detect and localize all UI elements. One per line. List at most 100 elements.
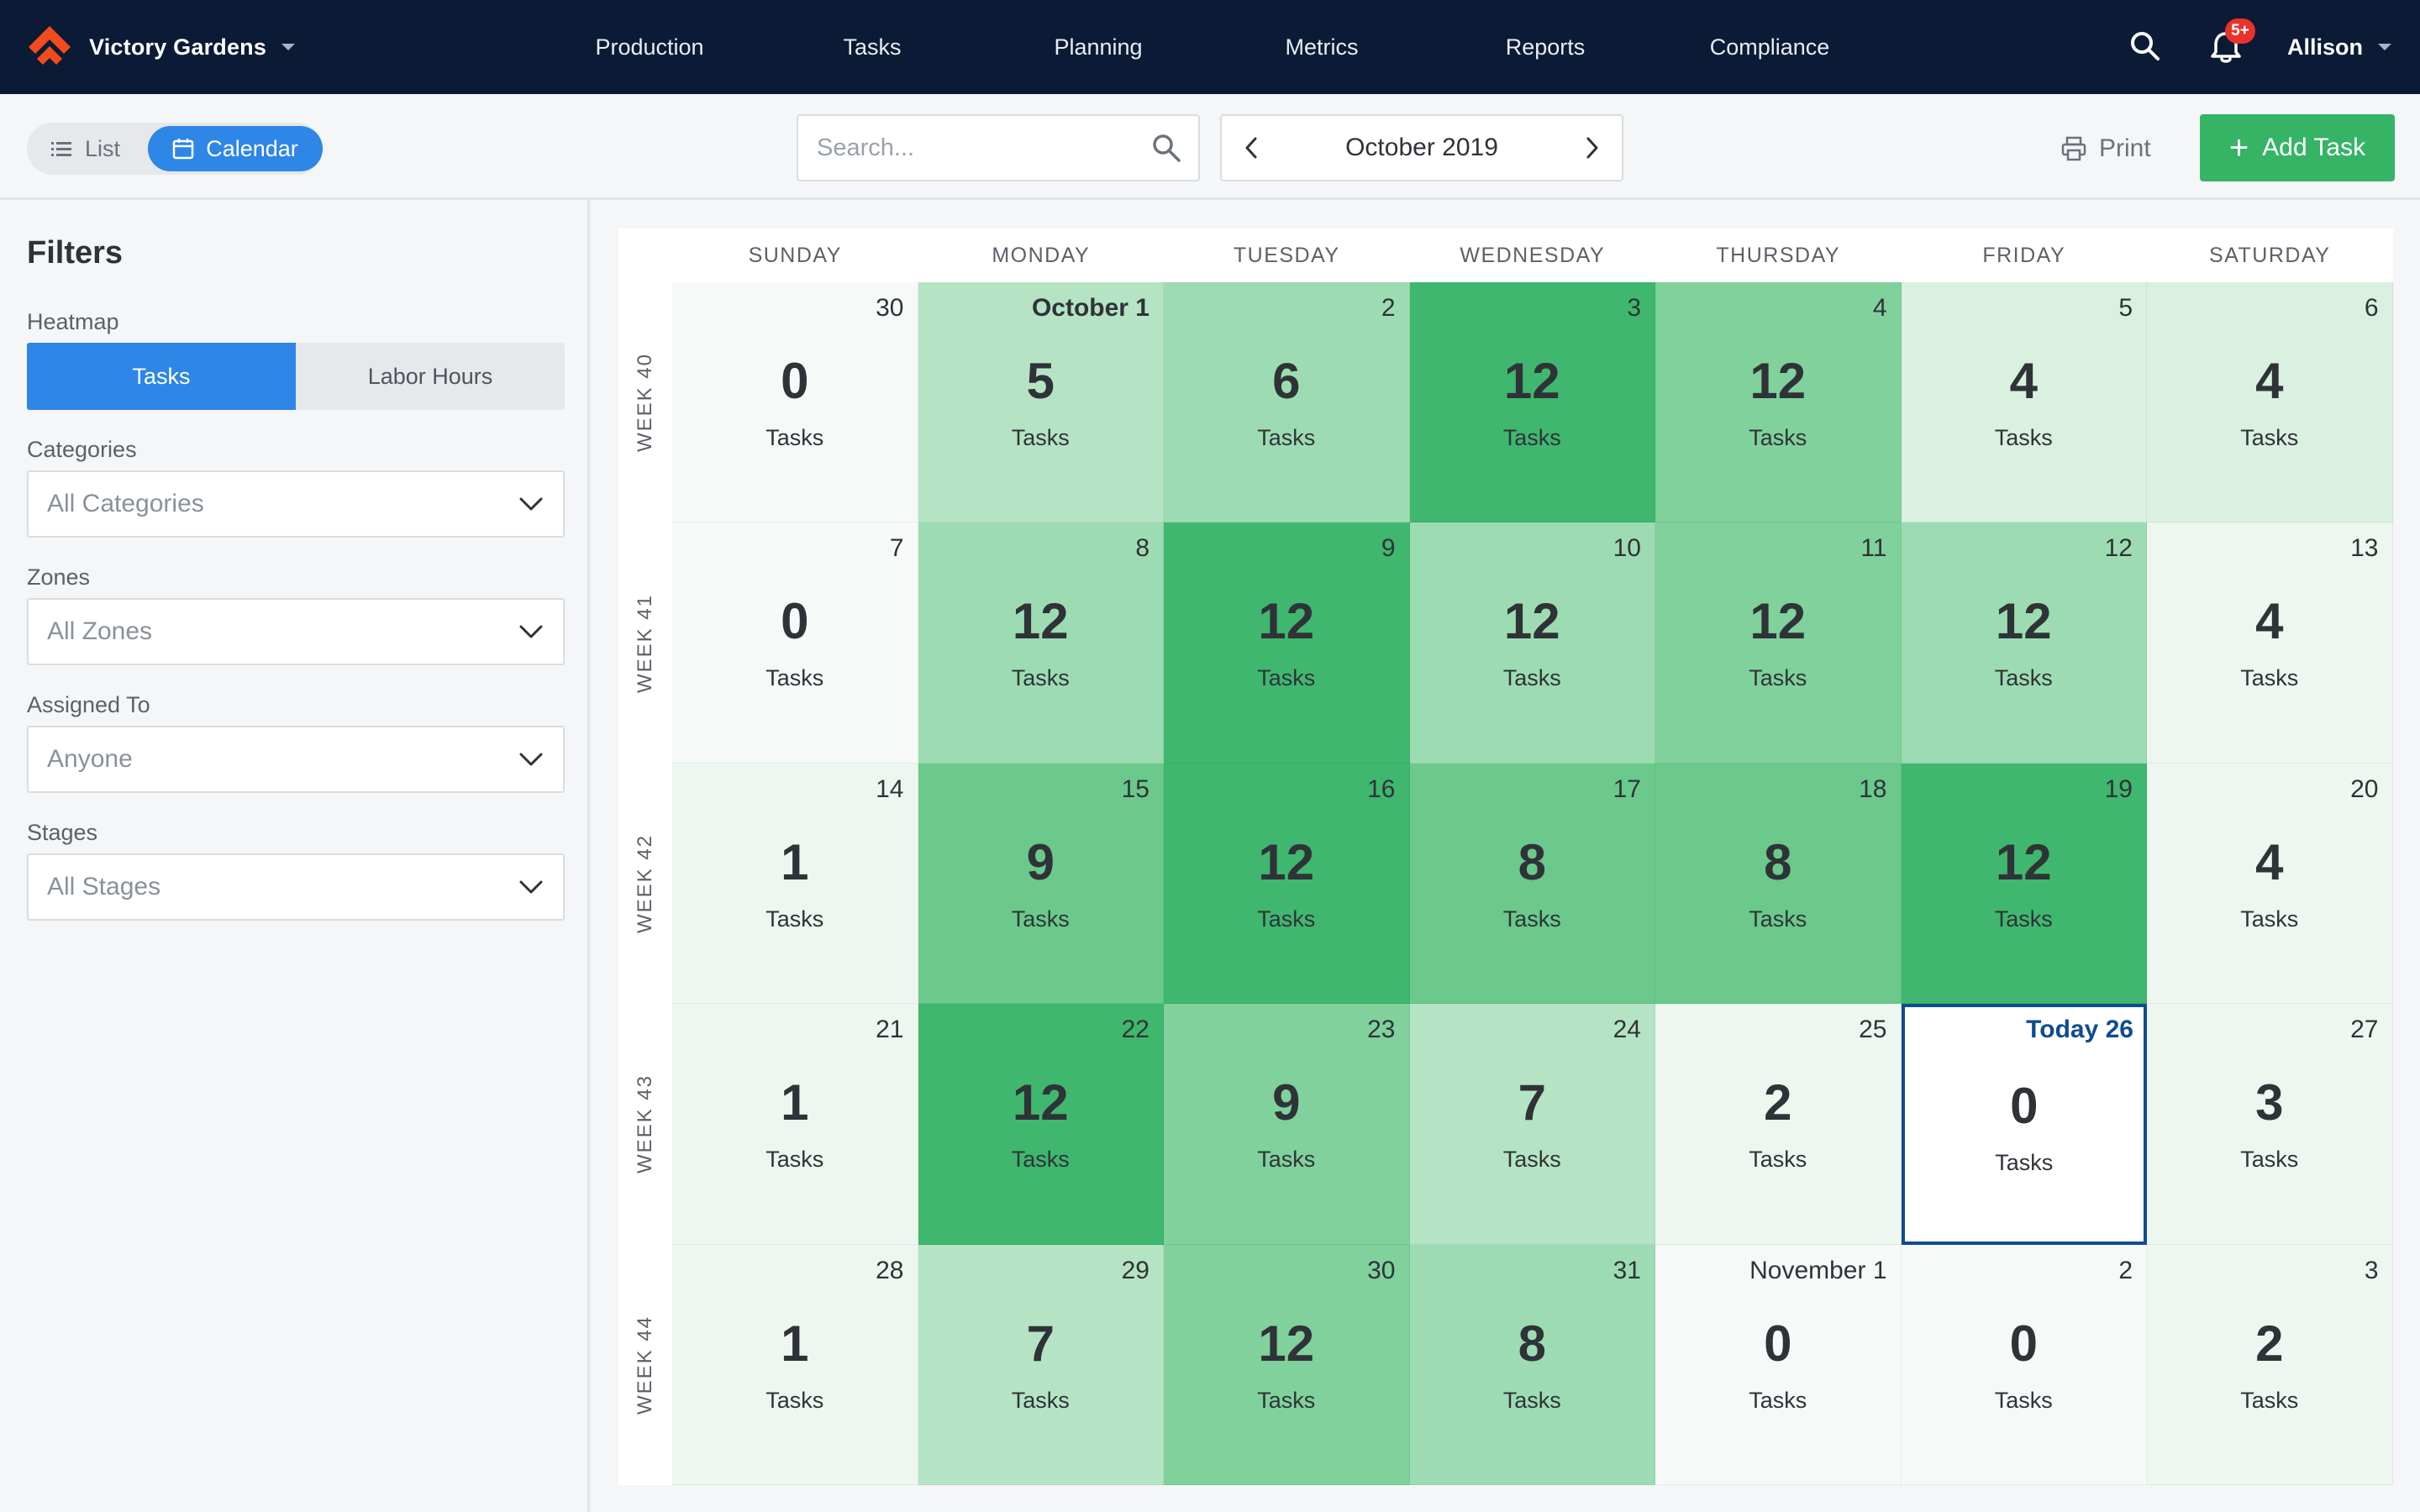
calendar-day[interactable]: 23 9 Tasks [1164, 1004, 1410, 1245]
calendar-day[interactable]: 3 12 Tasks [1409, 282, 1655, 523]
task-count-unit: Tasks [1257, 665, 1316, 691]
calendar-day[interactable]: 17 8 Tasks [1409, 763, 1655, 1005]
week-label: WEEK 44 [618, 1245, 672, 1485]
task-count: 8 [1764, 833, 1792, 890]
calendar-day[interactable]: 2 6 Tasks [1164, 282, 1410, 523]
calendar-view-button[interactable]: Calendar [148, 126, 323, 171]
calendar-day[interactable]: 30 12 Tasks [1164, 1244, 1410, 1485]
chevron-left-icon [1245, 137, 1257, 159]
day-date: 12 [2104, 534, 2133, 563]
day-date: 16 [1367, 774, 1396, 803]
task-count: 0 [2009, 1315, 2038, 1372]
assigned-to-select[interactable]: Anyone [27, 726, 565, 793]
calendar-day-today[interactable]: Today 26 0 Tasks [1901, 1004, 2147, 1245]
heatmap-labor-hours-button[interactable]: Labor Hours [367, 363, 493, 389]
weekday-header: SUNDAY [748, 244, 842, 267]
nav-compliance[interactable]: Compliance [1709, 34, 1830, 60]
calendar-day[interactable]: 13 4 Tasks [2147, 522, 2393, 764]
week-label: WEEK 43 [618, 1004, 672, 1244]
calendar-day[interactable]: 31 8 Tasks [1409, 1244, 1655, 1485]
calendar-day[interactable]: 3 2 Tasks [2147, 1244, 2393, 1485]
task-count-unit: Tasks [1994, 1387, 2053, 1413]
task-count: 12 [1258, 1315, 1315, 1372]
week-label: WEEK 42 [618, 764, 672, 1004]
calendar-day[interactable]: 18 8 Tasks [1655, 763, 1902, 1005]
task-count: 12 [1012, 1074, 1069, 1131]
user-menu[interactable]: Allison [2287, 0, 2392, 94]
calendar-day[interactable]: 28 1 Tasks [672, 1244, 918, 1485]
day-date: 18 [1859, 774, 1887, 803]
zones-value: All Zones [47, 617, 153, 645]
task-count-unit: Tasks [1011, 665, 1070, 691]
next-month-button[interactable] [1563, 116, 1622, 180]
calendar-day[interactable]: 8 12 Tasks [918, 522, 1164, 764]
calendar-day[interactable]: 12 12 Tasks [1901, 522, 2147, 764]
calendar-day[interactable]: 6 4 Tasks [2147, 282, 2393, 523]
calendar-day[interactable]: 22 12 Tasks [918, 1004, 1164, 1245]
nav-metrics[interactable]: Metrics [1285, 34, 1359, 60]
print-button[interactable]: Print [2060, 123, 2151, 175]
calendar-day[interactable]: 14 1 Tasks [672, 763, 918, 1005]
calendar-day[interactable]: 4 12 Tasks [1655, 282, 1902, 523]
calendar-day[interactable]: 24 7 Tasks [1409, 1004, 1655, 1245]
calendar-day[interactable]: 2 0 Tasks [1901, 1244, 2147, 1485]
add-task-button[interactable]: + Add Task [2200, 114, 2395, 181]
calendar-day[interactable]: 30 0 Tasks [672, 282, 918, 523]
task-count: 12 [1995, 593, 2052, 650]
calendar-day[interactable]: 16 12 Tasks [1164, 763, 1410, 1005]
day-date: 14 [876, 774, 904, 803]
chevron-right-icon [1586, 137, 1598, 159]
list-view-button[interactable]: List [27, 123, 145, 175]
task-count-unit: Tasks [1502, 1147, 1561, 1173]
calendar-day[interactable]: 25 2 Tasks [1655, 1004, 1902, 1245]
day-date: October 1 [1031, 294, 1150, 322]
week-label-text: WEEK 41 [634, 593, 657, 693]
day-date: 9 [1381, 534, 1396, 563]
calendar-day[interactable]: 9 12 Tasks [1164, 522, 1410, 764]
heatmap-tasks-button[interactable]: Tasks [27, 343, 296, 410]
view-toggle: List Calendar [27, 123, 323, 175]
week-label: WEEK 41 [618, 522, 672, 763]
day-date: 15 [1121, 774, 1150, 803]
calendar-day[interactable]: 27 3 Tasks [2147, 1004, 2393, 1245]
org-switcher[interactable]: Victory Gardens [25, 22, 296, 72]
categories-select[interactable]: All Categories [27, 470, 565, 538]
task-count-unit: Tasks [1749, 665, 1807, 691]
calendar-day[interactable]: 20 4 Tasks [2147, 763, 2393, 1005]
nav-production[interactable]: Production [595, 34, 704, 60]
chevron-down-icon [519, 880, 543, 894]
day-date: 10 [1612, 534, 1641, 563]
calendar-day[interactable]: 21 1 Tasks [672, 1004, 918, 1245]
day-date: 7 [889, 534, 904, 563]
task-count-unit: Tasks [1011, 425, 1070, 450]
task-count: 4 [2255, 353, 2284, 409]
search-icon[interactable] [1151, 133, 1181, 163]
month-navigator: October 2019 [1220, 114, 1623, 181]
task-count: 12 [1749, 353, 1807, 409]
task-count-unit: Tasks [1994, 906, 2053, 932]
calendar-day[interactable]: 5 4 Tasks [1901, 282, 2147, 523]
nav-planning[interactable]: Planning [1054, 34, 1143, 60]
zones-select[interactable]: All Zones [27, 598, 565, 665]
calendar-day[interactable]: 15 9 Tasks [918, 763, 1164, 1005]
search-icon[interactable] [2129, 30, 2161, 62]
previous-month-button[interactable] [1222, 116, 1281, 180]
calendar-day[interactable]: 11 12 Tasks [1655, 522, 1902, 764]
stages-select[interactable]: All Stages [27, 853, 565, 921]
calendar-day[interactable]: 10 12 Tasks [1409, 522, 1655, 764]
calendar-day[interactable]: 19 12 Tasks [1901, 763, 2147, 1005]
calendar-day[interactable]: November 1 0 Tasks [1655, 1244, 1902, 1485]
nav-reports[interactable]: Reports [1505, 34, 1586, 60]
week-label-text: WEEK 43 [634, 1074, 657, 1174]
calendar-day[interactable]: 7 0 Tasks [672, 522, 918, 764]
search-input[interactable] [817, 116, 1136, 180]
day-date: 31 [1612, 1256, 1641, 1284]
calendar-day[interactable]: October 1 5 Tasks [918, 282, 1164, 523]
calendar-day[interactable]: 29 7 Tasks [918, 1244, 1164, 1485]
weekday-header: WEDNESDAY [1460, 244, 1606, 267]
task-count-unit: Tasks [1749, 906, 1807, 932]
nav-tasks[interactable]: Tasks [843, 34, 902, 60]
day-date: 27 [2350, 1016, 2379, 1044]
weekday-header: SATURDAY [2209, 244, 2331, 267]
assigned-to-value: Anyone [47, 745, 133, 773]
